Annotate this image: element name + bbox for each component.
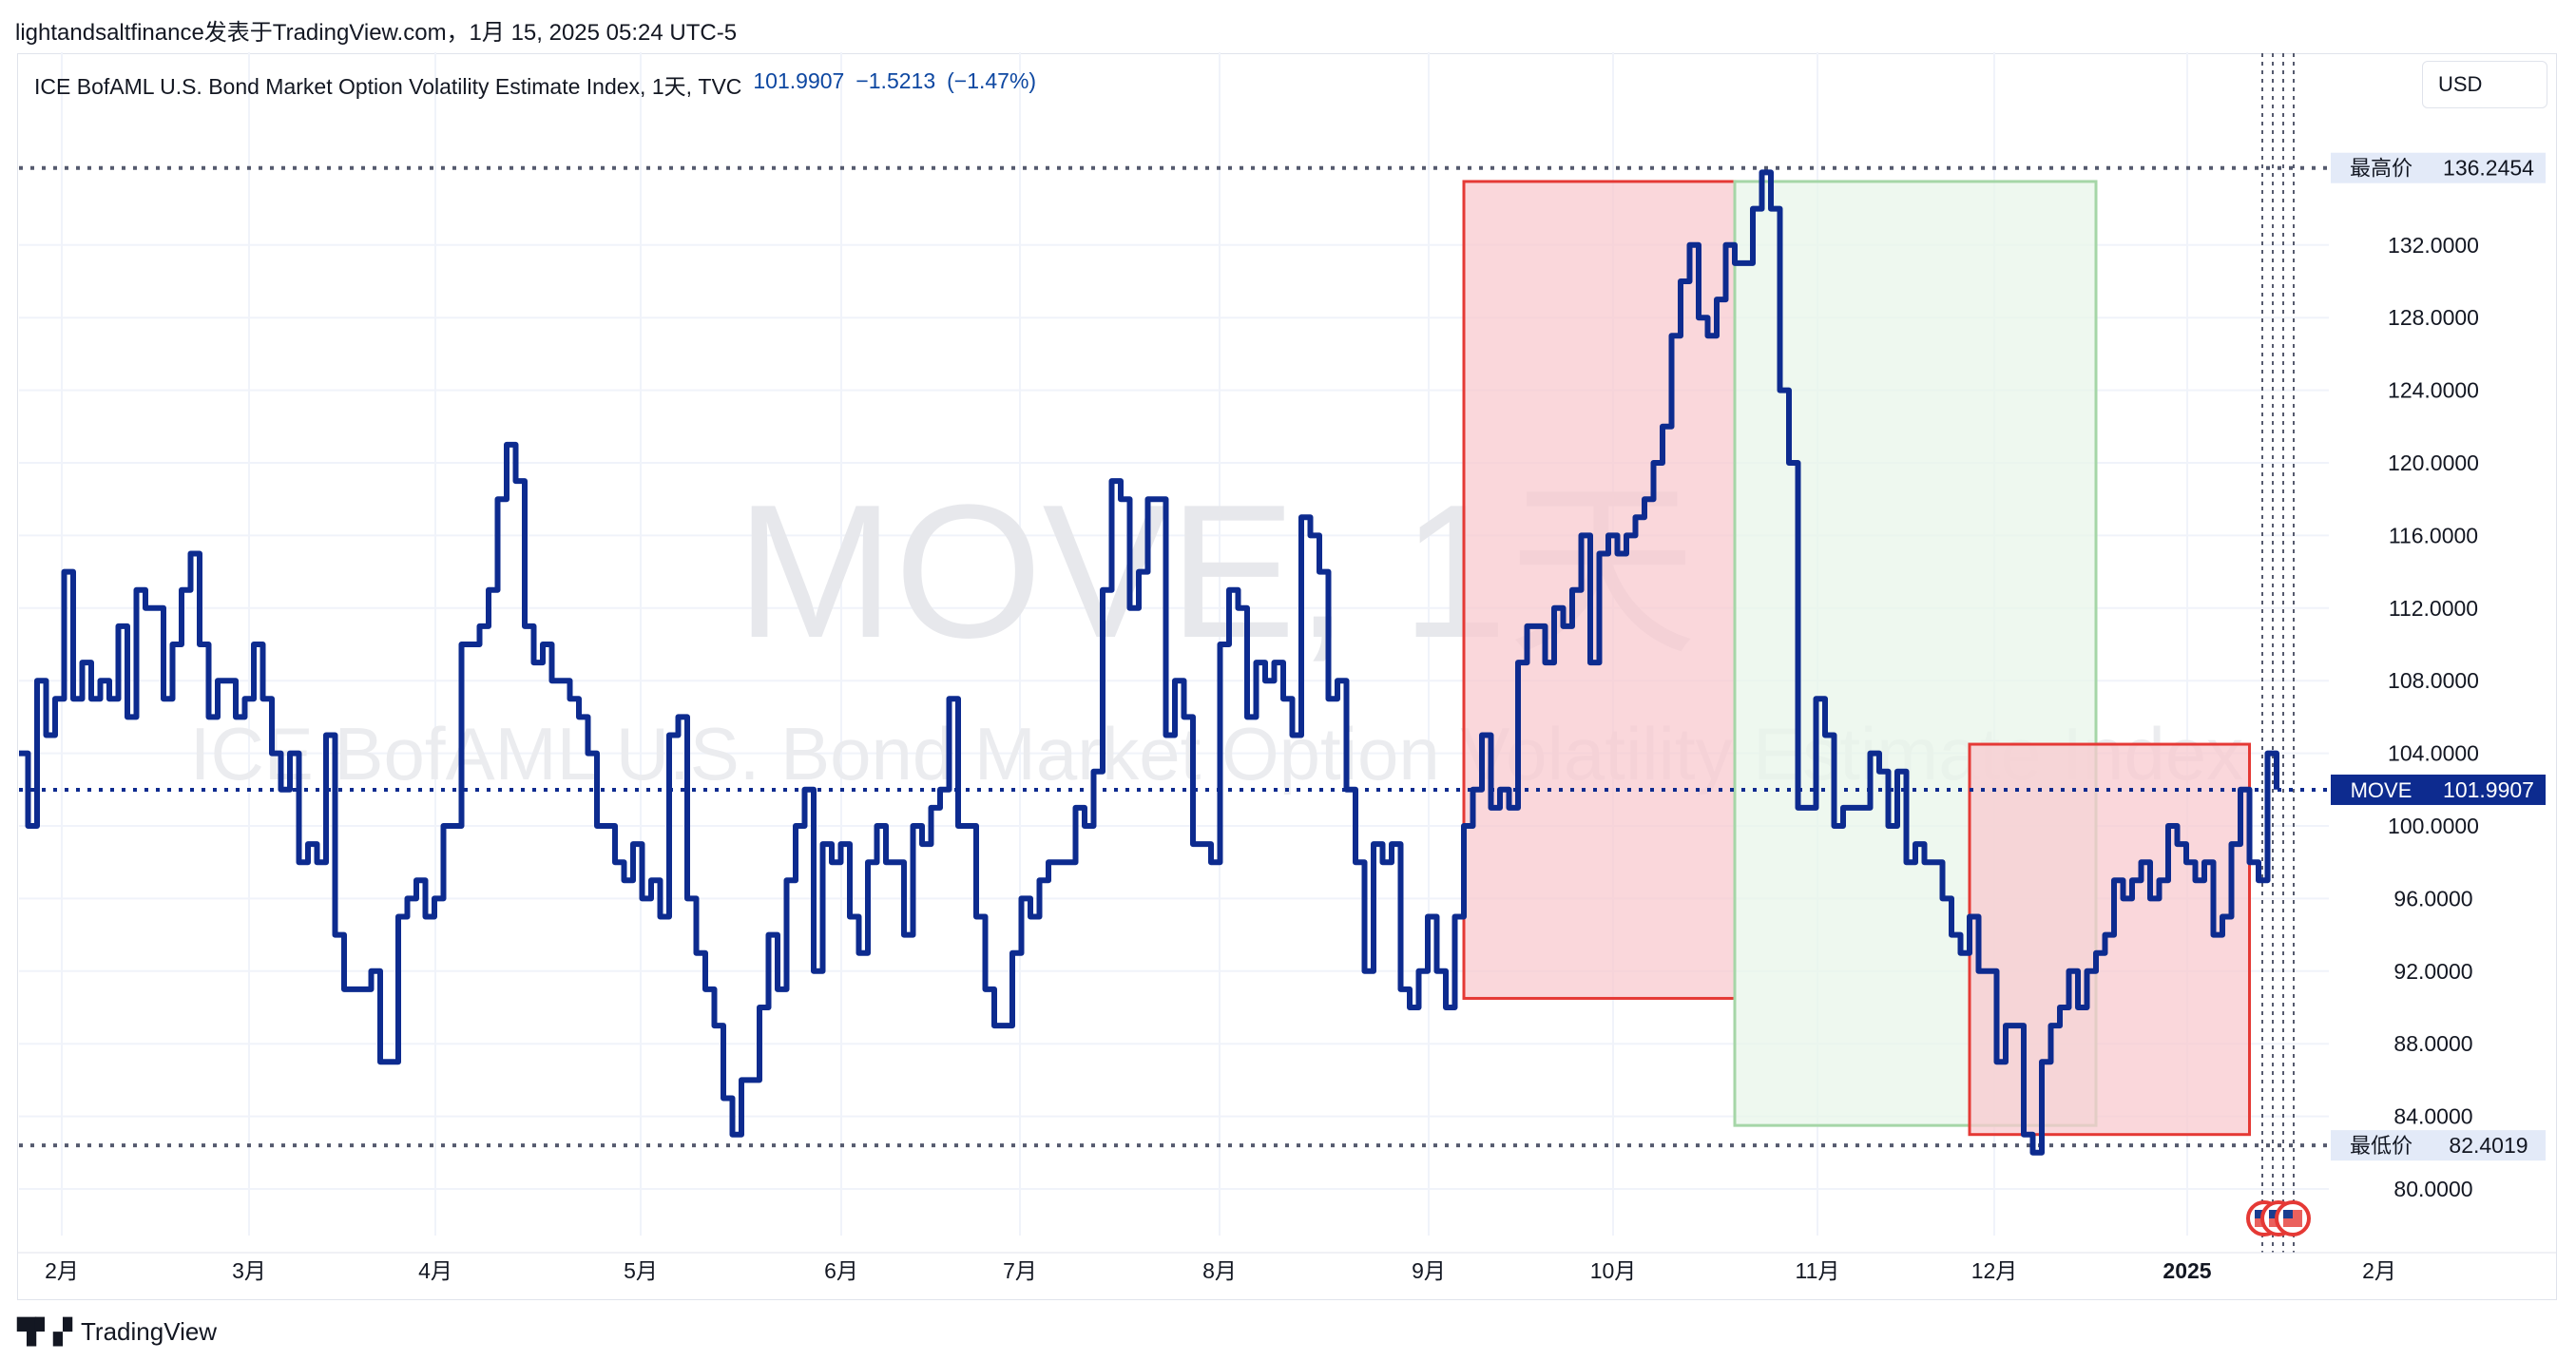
- y-tick-label: 112.0000: [2389, 596, 2478, 621]
- reference-lines: [19, 53, 2329, 1253]
- price-tags: 最高价 136.2454 最低价 82.4019 MOVE 101.9907: [2331, 152, 2546, 1161]
- rectangle-shape-red: [1968, 742, 2251, 1137]
- tradingview-logo-icon: ▜▘▞: [17, 1317, 72, 1346]
- x-tick-label: 11月: [1796, 1258, 1840, 1283]
- x-tick-label: 2月: [45, 1258, 79, 1283]
- y-tick-label: 88.0000: [2393, 1031, 2472, 1056]
- x-tick-label: 7月: [1003, 1258, 1037, 1283]
- x-tick-label: 10月: [1590, 1258, 1637, 1283]
- y-tick-label: 132.0000: [2388, 233, 2479, 258]
- y-tick-label: 104.0000: [2388, 741, 2479, 766]
- us-flag-event-icon[interactable]: [2275, 1200, 2311, 1236]
- legend-change: −1.5213: [855, 68, 936, 93]
- high-name-tag: [2331, 152, 2432, 183]
- x-tick-label: 12月: [1971, 1258, 2018, 1283]
- low-value-tag: [2432, 1130, 2546, 1161]
- y-tick-label: 80.0000: [2393, 1177, 2472, 1201]
- high-value-tag: [2432, 152, 2546, 183]
- legend-change-pct: (−1.47%): [947, 68, 1037, 93]
- chart-legend: ICE BofAML U.S. Bond Market Option Volat…: [34, 68, 1036, 101]
- x-tick-label: 3月: [232, 1258, 266, 1283]
- chart-frame: [17, 53, 2557, 1300]
- x-tick-label: 2月: [2362, 1258, 2396, 1283]
- event-markers: [2246, 1200, 2311, 1236]
- y-tick-label: 92.0000: [2393, 959, 2472, 984]
- drawing-shapes: [1462, 180, 2251, 1137]
- legend-last-value: 101.9907: [753, 68, 845, 93]
- low-name: 最低价: [2350, 1134, 2413, 1158]
- low-name-tag: [2331, 1130, 2432, 1161]
- footer-brand[interactable]: TradingView: [81, 1317, 218, 1346]
- x-tick-label: 9月: [1412, 1258, 1446, 1283]
- y-tick-label: 124.0000: [2388, 378, 2479, 403]
- y-tick-label: 116.0000: [2389, 523, 2478, 547]
- high-name: 最高价: [2350, 157, 2413, 181]
- legend-title: ICE BofAML U.S. Bond Market Option Volat…: [34, 74, 742, 99]
- series-line: [19, 169, 2279, 1156]
- current-name-tag: [2331, 774, 2432, 805]
- y-tick-label: 128.0000: [2388, 305, 2479, 330]
- footer: ▜▘▞ TradingView: [17, 1317, 217, 1347]
- y-tick-label: 84.0000: [2393, 1104, 2472, 1129]
- y-tick-label: 100.0000: [2388, 814, 2479, 838]
- current-value-tag: [2432, 774, 2546, 805]
- x-tick-label: 4月: [418, 1258, 452, 1283]
- x-tick-label: 2025: [2163, 1258, 2211, 1283]
- axis-labels: 80.0000 84.0000 88.0000 92.0000 96.0000 100.0…: [17, 233, 2557, 1283]
- current-value: 101.9907: [2443, 777, 2534, 802]
- low-value: 82.4019: [2449, 1133, 2528, 1158]
- y-tick-label: 120.0000: [2388, 450, 2479, 475]
- x-tick-label: 8月: [1202, 1258, 1237, 1283]
- x-tick-label: 6月: [824, 1258, 858, 1283]
- high-value: 136.2454: [2443, 156, 2534, 181]
- y-tick-label: 96.0000: [2393, 886, 2472, 911]
- publisher-header: lightandsaltfinance发表于TradingView.com，1月…: [15, 20, 738, 46]
- y-tick-label: 108.0000: [2388, 668, 2479, 693]
- current-name: MOVE: [2351, 778, 2413, 802]
- currency-selector[interactable]: USD: [2422, 61, 2547, 108]
- x-tick-label: 5月: [624, 1258, 658, 1283]
